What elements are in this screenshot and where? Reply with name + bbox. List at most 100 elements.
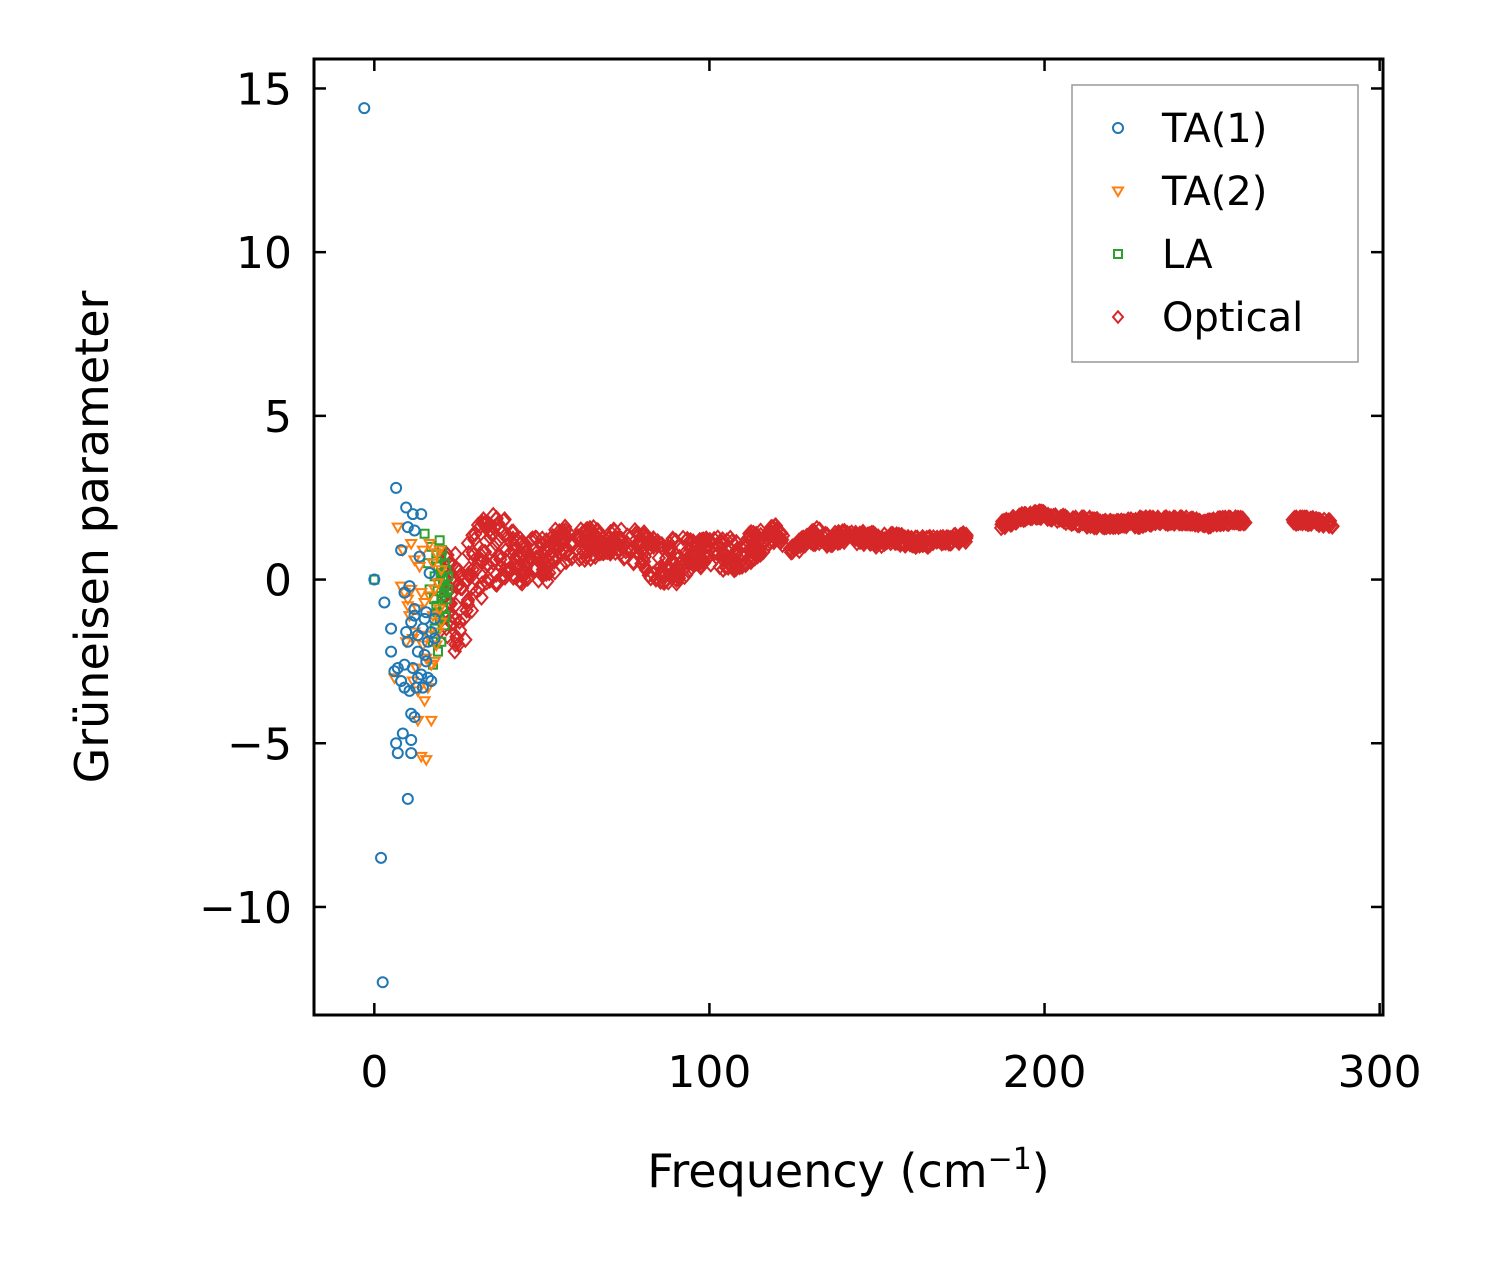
optical-point	[1314, 513, 1330, 531]
optical-point	[698, 531, 714, 549]
ta1-point	[395, 544, 408, 557]
legend-marker	[1111, 186, 1125, 198]
ta2-point	[422, 539, 437, 551]
optical-point	[578, 521, 594, 539]
optical-point	[474, 567, 490, 585]
legend-marker	[1111, 309, 1125, 325]
ta1-point	[405, 616, 418, 629]
y-tick-label: 15	[236, 64, 292, 115]
ta1-point	[405, 747, 418, 760]
ta2-point	[424, 715, 439, 728]
optical-point	[712, 558, 728, 576]
ta1-point	[390, 737, 403, 750]
ta1-point	[411, 671, 424, 684]
optical-point	[809, 519, 825, 537]
x-tick-label: 200	[1003, 1047, 1087, 1098]
optical-point	[488, 510, 504, 528]
optical-point	[474, 575, 490, 592]
ta1-point	[411, 645, 424, 658]
optical-point	[742, 528, 758, 546]
legend-label: TA(2)	[1161, 169, 1267, 215]
optical-point	[1095, 517, 1111, 534]
optical-point	[814, 532, 830, 550]
optical-point	[448, 596, 464, 614]
la-point	[434, 535, 445, 546]
la-point	[441, 594, 452, 605]
optical-point	[626, 553, 641, 571]
optical-point	[1075, 514, 1091, 532]
y-tick-label: −10	[199, 883, 292, 934]
optical-point	[702, 532, 718, 550]
optical-point	[694, 553, 709, 570]
optical-point	[758, 533, 773, 551]
optical-point	[584, 533, 599, 551]
optical-point	[606, 523, 622, 540]
optical-point	[892, 536, 908, 554]
ta1-point	[390, 481, 403, 494]
optical-point	[727, 536, 743, 554]
optical-point	[1109, 512, 1125, 530]
optical-point	[525, 530, 540, 547]
y-tick-label: 5	[264, 392, 292, 443]
optical-point	[603, 523, 618, 541]
legend-marker	[1113, 249, 1123, 259]
optical-point	[492, 531, 507, 549]
optical-point	[1233, 513, 1249, 531]
ta2-point	[417, 597, 432, 610]
ta2-point	[417, 696, 432, 708]
optical-point	[552, 531, 568, 549]
optical-point	[696, 554, 712, 572]
optical-point	[944, 534, 960, 551]
x-tick-label: 0	[360, 1047, 388, 1098]
ta1-point	[420, 655, 433, 668]
optical-point	[1297, 513, 1313, 531]
y-axis-label: Grüneisen parameter	[65, 290, 119, 783]
ta1-point	[378, 596, 391, 609]
optical-point	[1120, 511, 1136, 528]
ta1-point	[385, 645, 398, 658]
optical-point	[1111, 518, 1126, 536]
optical-point	[517, 570, 532, 588]
optical-point	[678, 553, 693, 571]
optical-point	[553, 535, 569, 552]
optical-point	[794, 530, 809, 547]
optical-point	[700, 549, 716, 567]
optical-point	[479, 573, 495, 591]
optical-point	[459, 602, 474, 619]
optical-point	[452, 562, 467, 580]
ta1-point	[406, 508, 419, 521]
optical-point	[648, 570, 664, 588]
ta1-point	[400, 501, 413, 514]
ta1-point	[395, 675, 408, 688]
optical-point	[651, 549, 667, 567]
optical-point	[497, 561, 513, 579]
optical-point	[460, 593, 475, 611]
optical-point	[496, 567, 512, 585]
optical-point	[902, 534, 918, 551]
optical-point	[745, 535, 761, 553]
optical-point	[646, 538, 661, 555]
optical-point	[649, 536, 665, 554]
x-tick-label: 100	[667, 1047, 751, 1098]
ta1-point	[408, 603, 421, 616]
optical-point	[1159, 509, 1174, 527]
optical-point	[857, 532, 873, 550]
optical-point	[483, 529, 498, 546]
optical-series	[437, 503, 1340, 660]
optical-point	[460, 591, 476, 609]
ta2-point	[427, 584, 442, 597]
ta1-point	[405, 733, 418, 746]
la-point	[439, 587, 450, 598]
optical-point	[920, 538, 935, 555]
optical-point	[994, 513, 1010, 530]
ta1-point	[403, 580, 416, 593]
ta1-point	[388, 665, 401, 678]
optical-point	[737, 554, 753, 572]
optical-point	[816, 528, 831, 546]
la-point	[419, 528, 430, 539]
optical-point	[558, 553, 574, 571]
x-axis-label: Frequency (cm−1)	[647, 1142, 1050, 1198]
ta1-point	[415, 668, 428, 681]
ta2-point	[426, 558, 440, 571]
optical-point	[464, 566, 480, 584]
